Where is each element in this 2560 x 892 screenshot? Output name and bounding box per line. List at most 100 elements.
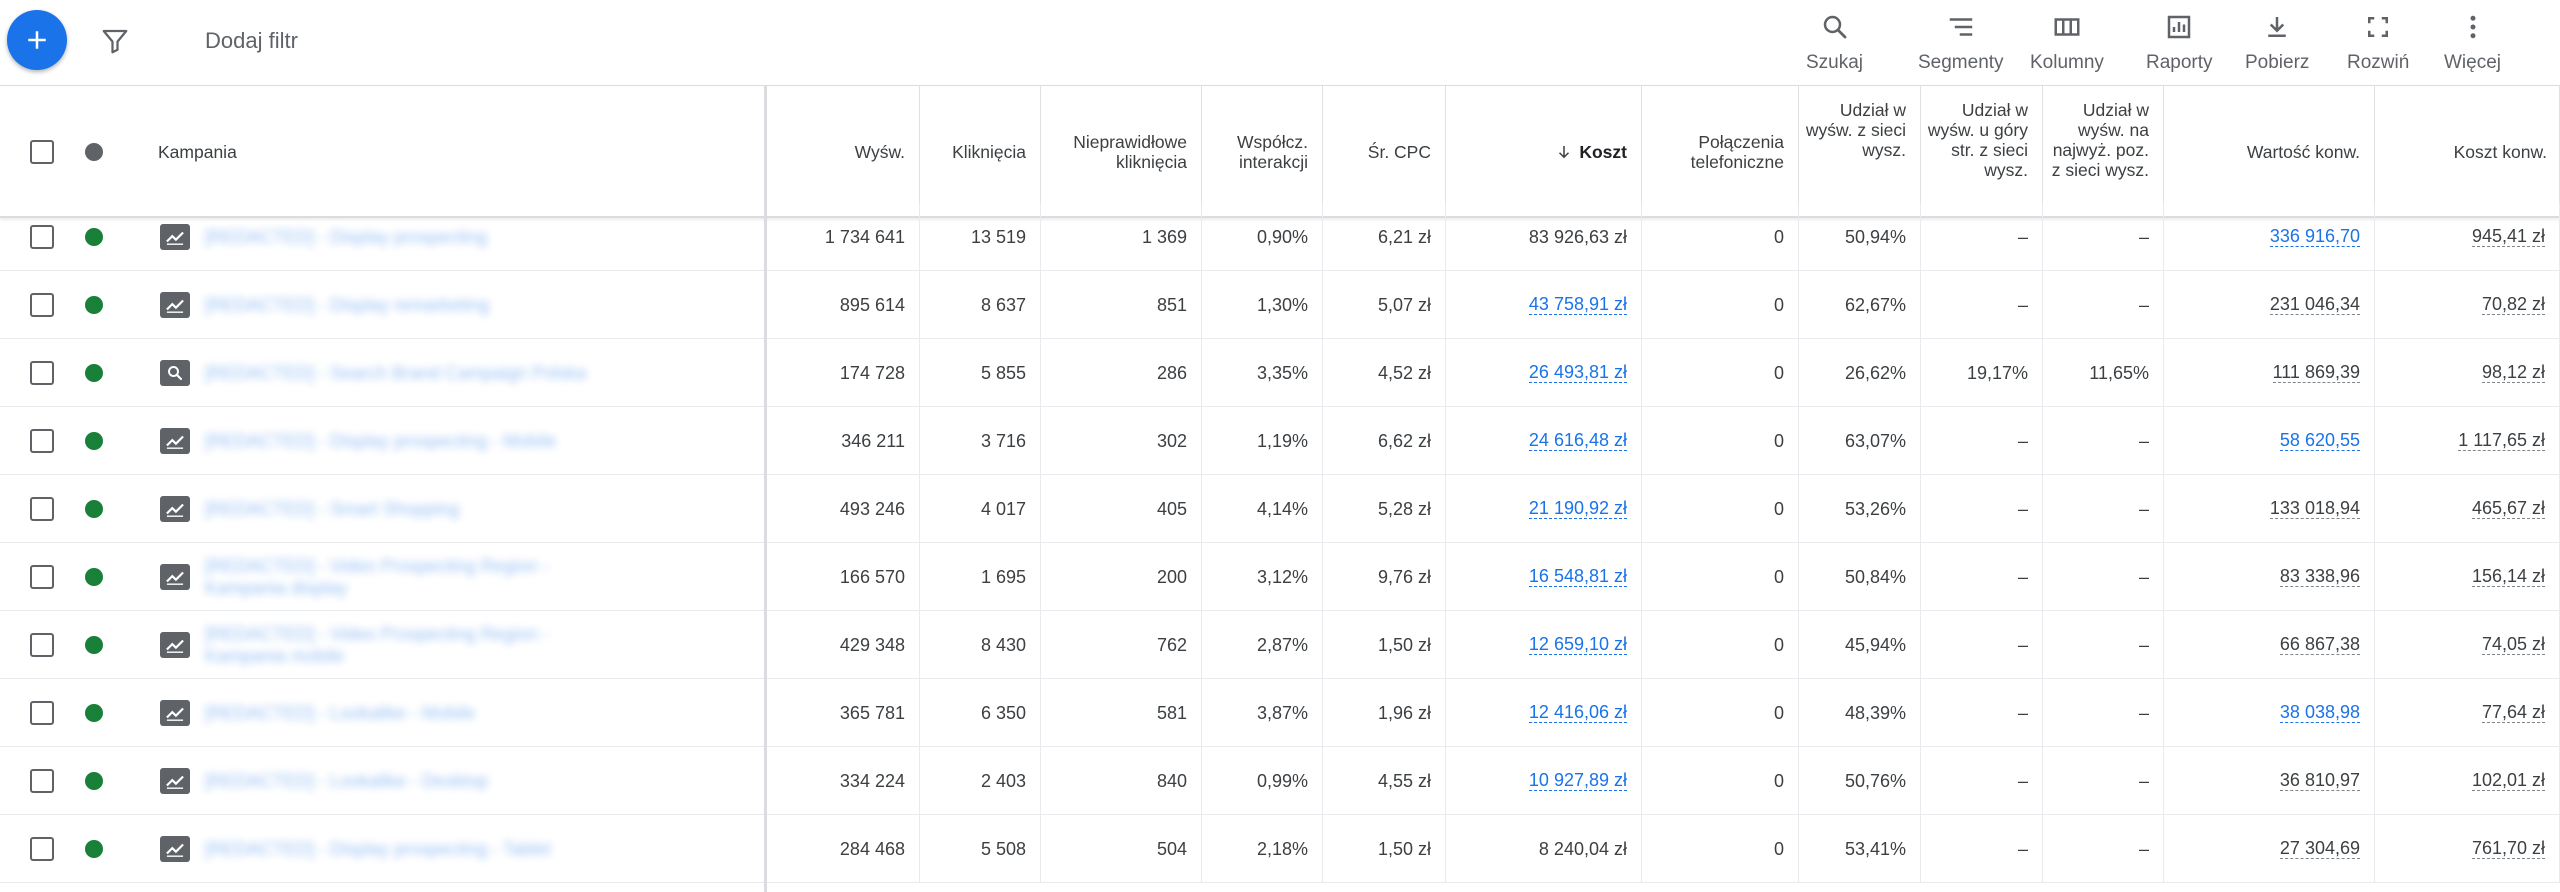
conv-value-cell-value[interactable]: 36 810,97 — [2279, 770, 2360, 791]
row-checkbox[interactable] — [30, 769, 54, 793]
conv-value-cell-value[interactable]: 27 304,69 — [2279, 838, 2360, 859]
status-enabled-icon[interactable] — [85, 364, 103, 382]
invalid-clicks-cell-value: 405 — [1156, 498, 1187, 519]
cost-per-conv-cell: 70,82 zł — [2375, 271, 2560, 339]
conv-value-cell-value[interactable]: 66 867,38 — [2279, 634, 2360, 655]
segments-button[interactable]: Segmenty — [1918, 10, 2004, 76]
interaction-rate-cell: 4,14% — [1202, 475, 1323, 543]
conv-value-cell-value[interactable]: 83 338,96 — [2279, 566, 2360, 587]
reports-button[interactable]: Raporty — [2146, 10, 2213, 76]
row-checkbox[interactable] — [30, 429, 54, 453]
cost-per-conv-cell-value[interactable]: 465,67 zł — [2471, 498, 2545, 519]
campaign-name-link[interactable]: [REDACTED] - Video Prospecting Region - … — [205, 556, 549, 598]
status-enabled-icon[interactable] — [85, 772, 103, 790]
cost-cell-value[interactable]: 24 616,48 zł — [1528, 430, 1627, 451]
row-checkbox[interactable] — [30, 293, 54, 317]
cost-per-conv-cell-value[interactable]: 761,70 zł — [2471, 838, 2545, 859]
cost-per-conv-cell-value[interactable]: 102,01 zł — [2471, 770, 2545, 791]
cost-cell-value[interactable]: 26 493,81 zł — [1528, 362, 1627, 383]
columns-button[interactable]: Kolumny — [2030, 10, 2104, 76]
conv-value-cell-value[interactable]: 336 916,70 — [2269, 226, 2360, 247]
status-enabled-icon[interactable] — [85, 228, 103, 246]
conv-value-cell-value[interactable]: 38 038,98 — [2279, 702, 2360, 723]
header-cost[interactable]: Koszt — [1446, 86, 1642, 218]
cost-cell-value[interactable]: 10 927,89 zł — [1528, 770, 1627, 791]
search-top-is-cell: – — [1921, 203, 2043, 271]
cost-per-conv-cell-value[interactable]: 945,41 zł — [2471, 226, 2545, 247]
cost-per-conv-cell-value[interactable]: 98,12 zł — [2481, 362, 2545, 383]
header-search-top-is[interactable]: Udział w wyśw. u góry str. z sieci wysz. — [1921, 86, 2043, 218]
conv-value-cell-value[interactable]: 133 018,94 — [2269, 498, 2360, 519]
header-cost-per-conv[interactable]: Koszt konw. — [2375, 86, 2560, 218]
cost-cell-value[interactable]: 43 758,91 zł — [1528, 294, 1627, 315]
add-filter-input[interactable]: Dodaj filtr — [205, 28, 298, 53]
cost-cell: 8 240,04 zł — [1446, 815, 1642, 883]
conv-value-cell-value[interactable]: 58 620,55 — [2279, 430, 2360, 451]
search-abs-top-is-cell: – — [2043, 815, 2164, 883]
status-enabled-icon[interactable] — [85, 636, 103, 654]
download-button-label: Pobierz — [2245, 52, 2310, 73]
cost-per-conv-cell-value[interactable]: 156,14 zł — [2471, 566, 2545, 587]
campaign-name-link[interactable]: [REDACTED] - Lookalike - Mobile — [205, 703, 476, 723]
status-enabled-icon[interactable] — [85, 704, 103, 722]
conv-value-cell-value[interactable]: 231 046,34 — [2269, 294, 2360, 315]
cost-cell-value[interactable]: 12 659,10 zł — [1528, 634, 1627, 655]
header-phone-calls[interactable]: Połączenia telefoniczne — [1642, 86, 1799, 218]
header-campaign[interactable]: Kampania — [158, 142, 237, 162]
cost-per-conv-cell-value[interactable]: 77,64 zł — [2481, 702, 2545, 723]
search-campaign-icon — [160, 360, 190, 386]
header-impressions[interactable]: Wyśw. — [766, 86, 920, 218]
row-checkbox[interactable] — [30, 701, 54, 725]
row-checkbox[interactable] — [30, 361, 54, 385]
invalid-clicks-cell-value: 851 — [1156, 294, 1187, 315]
row-checkbox[interactable] — [30, 633, 54, 657]
avg-cpc-cell: 5,07 zł — [1323, 271, 1446, 339]
campaign-name-link[interactable]: [REDACTED] - Display remarketing — [205, 295, 490, 315]
create-button[interactable] — [7, 10, 67, 70]
header-search-abs-top-is[interactable]: Udział w wyśw. na najwyż. poz. z sieci w… — [2043, 86, 2164, 218]
avg-cpc-cell-value: 4,55 zł — [1377, 770, 1431, 791]
cost-cell-value[interactable]: 16 548,81 zł — [1528, 566, 1627, 587]
row-checkbox[interactable] — [30, 225, 54, 249]
status-enabled-icon[interactable] — [85, 296, 103, 314]
impressions-cell: 1 734 641 — [766, 203, 920, 271]
campaign-name-link[interactable]: [REDACTED] - Smart Shopping — [205, 499, 460, 519]
header-clicks[interactable]: Kliknięcia — [920, 86, 1041, 218]
interaction-rate-cell-value: 4,14% — [1256, 498, 1308, 519]
campaign-name-link[interactable]: [REDACTED] - Display prospecting - Mobil… — [205, 431, 557, 451]
campaign-name-link[interactable]: [REDACTED] - Display prospecting - Table… — [205, 839, 551, 859]
conv-value-cell: 231 046,34 — [2164, 271, 2375, 339]
impressions-cell: 429 348 — [766, 611, 920, 679]
search-button[interactable]: Szukaj — [1806, 10, 1863, 76]
row-checkbox[interactable] — [30, 497, 54, 521]
status-enabled-icon[interactable] — [85, 432, 103, 450]
row-checkbox[interactable] — [30, 565, 54, 589]
conv-value-cell-value[interactable]: 111 869,39 — [2272, 362, 2360, 383]
more-button[interactable]: Więcej — [2444, 10, 2501, 76]
header-search-impr-share[interactable]: Udział w wyśw. z sieci wysz. — [1799, 86, 1921, 218]
select-all-checkbox[interactable] — [30, 140, 54, 164]
search-impr-share-cell: 63,07% — [1799, 407, 1921, 475]
cost-cell-value[interactable]: 21 190,92 zł — [1528, 498, 1627, 519]
cost-per-conv-cell-value[interactable]: 74,05 zł — [2481, 634, 2545, 655]
campaign-name-link[interactable]: [REDACTED] - Search Brand Campaign Polsk… — [205, 363, 587, 383]
cost-cell-value[interactable]: 12 416,06 zł — [1528, 702, 1627, 723]
expand-button[interactable]: Rozwiń — [2347, 10, 2409, 76]
filter-icon[interactable] — [100, 26, 130, 56]
header-invalid-clicks[interactable]: Nieprawidłowe kliknięcia — [1041, 86, 1202, 218]
campaign-name-link[interactable]: [REDACTED] - Display prospecting — [205, 227, 488, 247]
cost-per-conv-cell-value[interactable]: 70,82 zł — [2481, 294, 2545, 315]
interaction-rate-cell-value: 3,87% — [1256, 702, 1308, 723]
campaign-name-link[interactable]: [REDACTED] - Lookalike - Desktop — [205, 771, 489, 791]
row-checkbox[interactable] — [30, 837, 54, 861]
cost-per-conv-cell-value[interactable]: 1 117,65 zł — [2458, 430, 2545, 451]
phone-calls-cell: 0 — [1642, 747, 1799, 815]
header-avg-cpc[interactable]: Śr. CPC — [1323, 86, 1446, 218]
status-enabled-icon[interactable] — [85, 568, 103, 586]
campaign-name-link[interactable]: [REDACTED] - Video Prospecting Region - … — [205, 624, 549, 666]
download-button[interactable]: Pobierz — [2245, 10, 2309, 76]
status-enabled-icon[interactable] — [85, 500, 103, 518]
header-interaction-rate[interactable]: Współcz. interakcji — [1202, 86, 1323, 218]
header-conv-value[interactable]: Wartość konw. — [2164, 86, 2375, 218]
status-enabled-icon[interactable] — [85, 840, 103, 858]
